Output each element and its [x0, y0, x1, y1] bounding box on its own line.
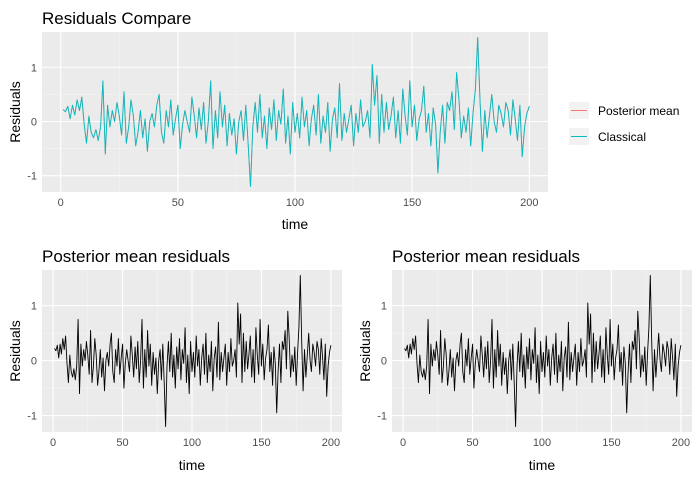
top-chart-series: [62, 36, 530, 188]
top-chart-gridlines: [42, 32, 548, 192]
br-x-tick-label: 0: [400, 437, 406, 449]
bottom-left-chart-series: [54, 275, 332, 427]
top-chart: Residuals Compare 1 0 -1 0 50 100 150 20…: [7, 9, 679, 232]
top-chart-y-ticks: 1 0 -1: [27, 62, 37, 182]
br-x-tick-label: 150: [602, 437, 620, 449]
bottom-left-chart-title: Posterior mean residuals: [42, 247, 230, 266]
bottom-right-chart-series: [404, 275, 682, 427]
bottom-left-chart-y-ticks: 1 0 -1: [27, 301, 37, 423]
series-line-residuals: [404, 275, 682, 427]
top-x-tick-label: 100: [286, 197, 304, 209]
br-x-tick-label: 100: [533, 437, 551, 449]
bottom-left-x-axis-title: time: [179, 457, 206, 473]
bottom-left-y-axis-title: Residuals: [7, 320, 23, 381]
bottom-left-chart-gridlines: [42, 270, 342, 432]
series-line-residuals: [54, 275, 332, 427]
bl-x-tick-label: 100: [183, 437, 201, 449]
bottom-right-chart-y-ticks: 1 0 -1: [377, 301, 387, 423]
top-x-tick-label: 0: [58, 197, 64, 209]
bottom-right-y-axis-title: Residuals: [357, 320, 373, 381]
series-line-classical: [62, 36, 530, 188]
br-y-tick-label: 1: [381, 301, 387, 313]
bottom-right-x-axis-title: time: [529, 457, 556, 473]
legend-label-classical: Classical: [598, 130, 646, 144]
top-y-axis-title: Residuals: [7, 81, 23, 142]
bottom-left-chart: Posterior mean residuals 1 0 -1 0 50 100…: [7, 247, 342, 473]
top-y-tick-label: -1: [27, 171, 37, 183]
br-x-tick-label: 50: [466, 437, 478, 449]
bl-x-tick-label: 0: [50, 437, 56, 449]
top-x-tick-label: 150: [403, 197, 421, 209]
legend-label-posterior: Posterior mean: [598, 104, 679, 118]
top-y-tick-label: 0: [31, 116, 37, 128]
top-x-axis-title: time: [282, 216, 309, 232]
bl-x-tick-label: 200: [322, 437, 340, 449]
bottom-right-chart-title: Posterior mean residuals: [392, 247, 580, 266]
bottom-left-chart-x-ticks: 0 50 100 150 200: [50, 437, 340, 449]
bl-y-tick-label: -1: [27, 411, 37, 423]
br-y-tick-label: -1: [377, 411, 387, 423]
bl-x-tick-label: 150: [252, 437, 270, 449]
top-y-tick-label: 1: [31, 62, 37, 74]
top-chart-x-ticks: 0 50 100 150 200: [58, 197, 539, 209]
top-chart-title: Residuals Compare: [42, 9, 191, 28]
bottom-right-chart-x-ticks: 0 50 100 150 200: [400, 437, 690, 449]
bl-x-tick-label: 50: [116, 437, 128, 449]
bl-y-tick-label: 1: [31, 301, 37, 313]
br-y-tick-label: 0: [381, 356, 387, 368]
top-chart-legend: Posterior mean Classical: [569, 102, 679, 145]
bl-y-tick-label: 0: [31, 356, 37, 368]
br-x-tick-label: 200: [672, 437, 690, 449]
top-x-tick-label: 50: [172, 197, 184, 209]
top-x-tick-label: 200: [520, 197, 538, 209]
bottom-right-chart: Posterior mean residuals 1 0 -1 0 50 100…: [357, 247, 692, 473]
